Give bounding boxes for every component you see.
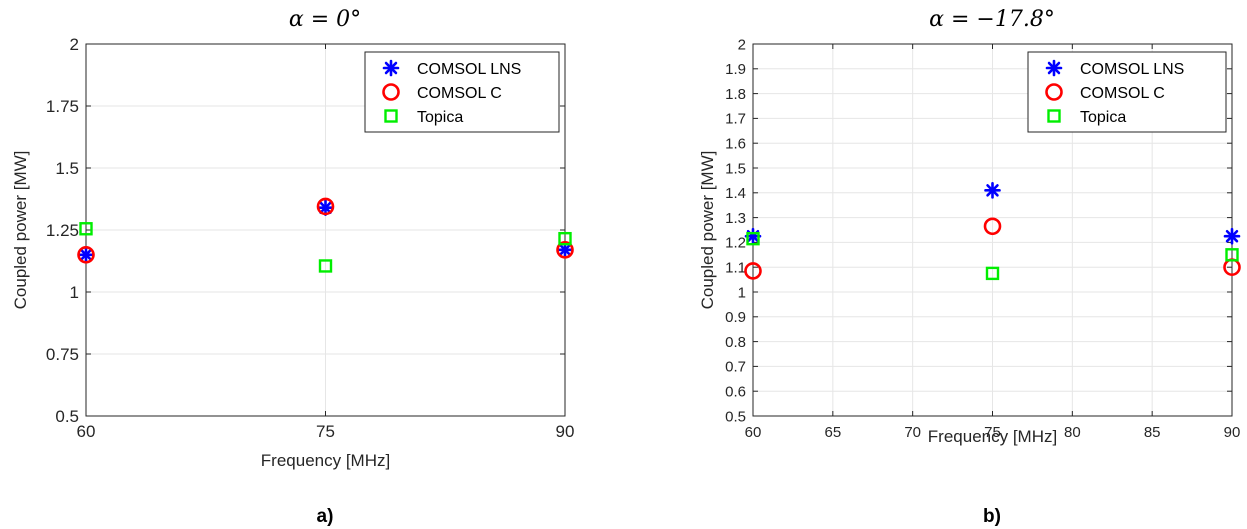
x-tick-label: 80: [1064, 424, 1081, 441]
panel-label: b): [983, 506, 1001, 527]
legend-marker: [382, 83, 400, 101]
y-tick-label: 0.9: [725, 309, 746, 326]
legend: COMSOL LNS COMSOL C Topica: [1027, 51, 1227, 133]
y-axis-label: Coupled power [MW]: [11, 151, 30, 310]
series-asterisk: [77, 199, 574, 264]
x-tick-label: 75: [984, 424, 1001, 441]
legend-marker: [1045, 59, 1063, 77]
series-circle: [77, 197, 574, 264]
data-point: [77, 246, 95, 264]
y-axis-label: Coupled power [MW]: [698, 151, 717, 310]
chart-title: α = 0°: [289, 7, 361, 32]
legend-marker: [384, 109, 398, 123]
x-tick-label: 60: [745, 424, 762, 441]
data-point: [985, 266, 1000, 281]
legend: COMSOL LNS COMSOL C Topica: [364, 51, 560, 133]
y-tick-label: 1.2: [725, 235, 746, 252]
y-tick-label: 0.7: [725, 359, 746, 376]
x-tick-label: 70: [904, 424, 921, 441]
y-tick-label: 1.5: [55, 159, 79, 178]
legend-label: COMSOL LNS: [1080, 61, 1184, 78]
x-tick-label: 75: [316, 422, 335, 441]
data-point: [746, 231, 760, 246]
x-axis-label: Frequency [MHz]: [261, 451, 390, 470]
legend-label: COMSOL C: [417, 85, 502, 102]
data-point: [1225, 248, 1239, 262]
y-tick-label: 1.9: [725, 61, 746, 78]
y-tick-label: 1.5: [725, 160, 746, 177]
x-tick-label: 85: [1144, 424, 1161, 441]
chart-title: α = −17.8°: [929, 7, 1055, 32]
data-point: [558, 231, 572, 246]
data-point: [316, 197, 335, 216]
legend-marker: [382, 59, 400, 77]
series-square: [746, 231, 1239, 281]
x-tick-label: 60: [77, 422, 96, 441]
y-tick-label: 0.5: [55, 407, 79, 426]
legend-label: Topica: [1080, 109, 1126, 126]
data-point: [79, 222, 93, 236]
legend-label: COMSOL C: [1080, 85, 1165, 102]
y-tick-label: 1.3: [725, 210, 746, 227]
y-tick-label: 1.25: [46, 221, 79, 240]
y-tick-label: 0.5: [725, 408, 746, 425]
x-axis-label: Frequency [MHz]: [928, 427, 1057, 446]
legend-label: Topica: [417, 109, 463, 126]
panel-label: a): [317, 506, 334, 527]
data-point: [317, 199, 334, 216]
y-tick-label: 1.8: [725, 86, 746, 103]
y-tick-label: 1.75: [46, 97, 79, 116]
x-tick-label: 90: [1224, 424, 1241, 441]
legend-marker: [1047, 109, 1061, 123]
data-point: [1223, 227, 1241, 245]
series-square: [79, 222, 572, 273]
data-point: [744, 262, 762, 280]
y-tick-label: 0.75: [46, 345, 79, 364]
y-tick-label: 0.8: [725, 334, 746, 351]
x-tick-label: 90: [556, 422, 575, 441]
data-point: [77, 246, 95, 264]
y-tick-label: 0.6: [725, 383, 746, 400]
chart-b: 60 65 70 75 80 85 90 0.5 0.6 0.7 0.8 0.9 1 1.1 1.2 1.3 1…: [698, 7, 1241, 527]
y-tick-label: 1.7: [725, 111, 746, 128]
y-tick-label: 1.4: [725, 185, 746, 202]
y-tick-label: 1.6: [725, 135, 746, 152]
y-tick-label: 1.1: [725, 259, 746, 276]
y-tick-label: 1: [70, 283, 79, 302]
data-point: [556, 241, 574, 259]
data-point: [983, 217, 1002, 236]
y-tick-label: 2: [738, 36, 746, 53]
data-point: [984, 182, 1001, 199]
data-point: [556, 241, 574, 259]
x-tick-label: 65: [824, 424, 841, 441]
y-tick-label: 2: [70, 35, 79, 54]
data-point: [318, 259, 333, 273]
legend-marker: [1045, 83, 1063, 101]
chart-a: 60 75 90 0.5 0.75 1 1.25 1.5 1.75 2 Frequency [MHz…: [11, 7, 574, 527]
legend-label: COMSOL LNS: [417, 61, 521, 78]
y-tick-label: 1: [738, 284, 746, 301]
